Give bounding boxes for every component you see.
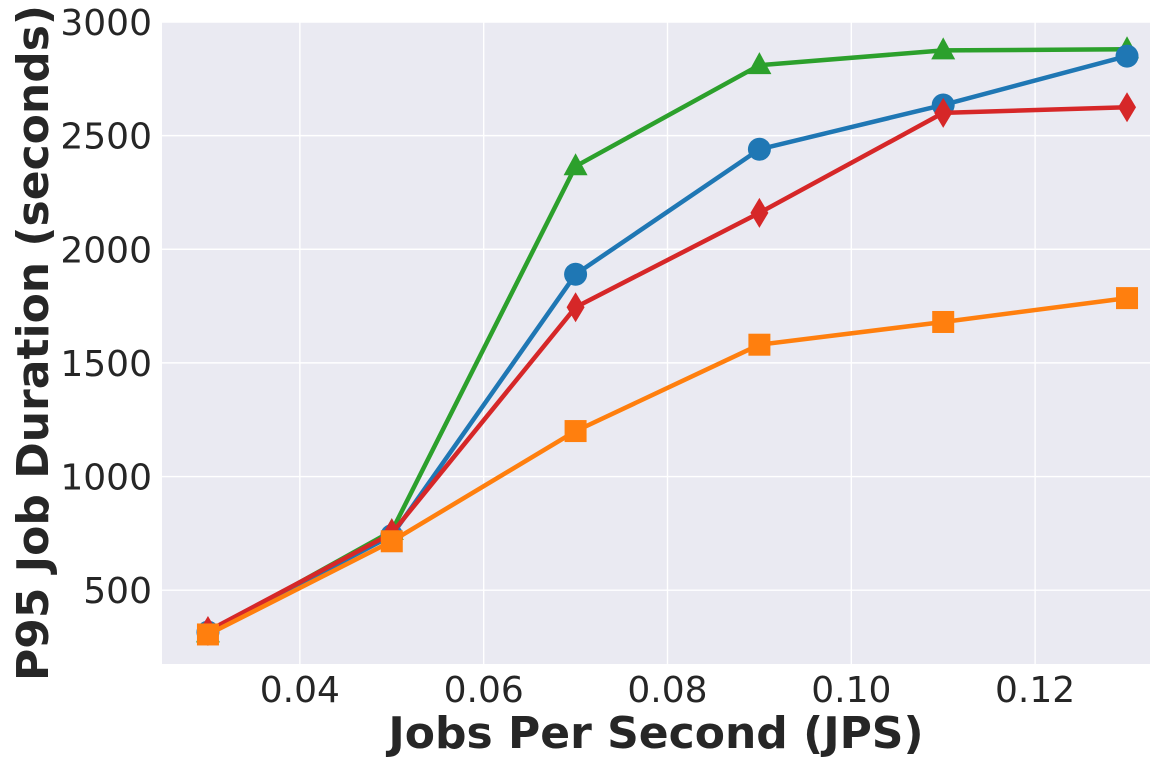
series-line xyxy=(206,295,1128,637)
data-point-triangle xyxy=(747,52,772,75)
data-point-square xyxy=(748,333,771,356)
data-point-square xyxy=(380,530,403,553)
data-point-diamond xyxy=(934,97,953,128)
data-point-triangle xyxy=(931,37,956,60)
x-tick-label: 0.08 xyxy=(627,670,707,711)
y-tick-label: 1000 xyxy=(60,458,152,499)
y-tick-label: 500 xyxy=(83,571,152,612)
x-tick-label: 0.10 xyxy=(811,670,891,711)
data-point-triangle xyxy=(563,153,588,176)
x-tick-label: 0.12 xyxy=(995,670,1075,711)
data-point-square xyxy=(564,420,587,443)
x-tick-labels: 0.04 0.06 0.08 0.10 0.12 xyxy=(260,670,1075,711)
x-axis-title: Jobs Per Second (JPS) xyxy=(385,708,923,759)
grid-lines xyxy=(162,21,1150,664)
data-point-diamond xyxy=(566,292,585,323)
series-layer xyxy=(195,36,1140,647)
data-point-diamond xyxy=(750,197,769,228)
data-point-circle xyxy=(564,262,588,286)
x-tick-label: 0.06 xyxy=(444,670,524,711)
data-point-circle xyxy=(1115,44,1139,68)
y-axis-title: P95 Job Duration (seconds) xyxy=(8,5,59,681)
y-tick-label: 3000 xyxy=(60,3,152,44)
plot-area xyxy=(162,22,1150,664)
data-point-circle xyxy=(747,137,771,161)
data-point-diamond xyxy=(1118,92,1137,123)
y-tick-label: 1500 xyxy=(60,344,152,385)
y-tick-labels: 500 1000 1500 2000 2500 3000 xyxy=(60,3,152,612)
y-tick-label: 2000 xyxy=(60,230,152,271)
y-tick-label: 2500 xyxy=(60,117,152,158)
x-tick-label: 0.04 xyxy=(260,670,340,711)
data-point-square xyxy=(1116,287,1139,310)
series-line xyxy=(206,104,1128,633)
data-point-square xyxy=(932,310,955,333)
series-square xyxy=(196,287,1139,646)
data-point-square xyxy=(196,623,219,646)
